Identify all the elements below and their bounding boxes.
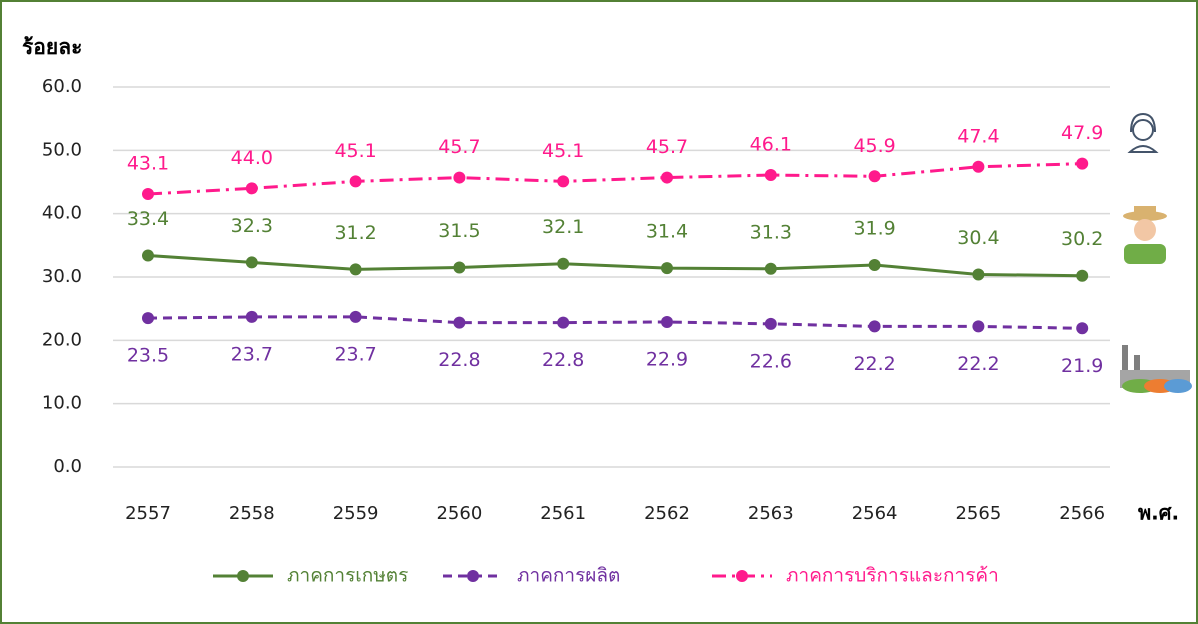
x-tick-label: 2559 — [333, 503, 379, 524]
icon-factory — [1120, 345, 1192, 393]
data-label: 31.4 — [646, 221, 688, 243]
data-label: 46.1 — [750, 134, 792, 156]
point — [1076, 157, 1089, 170]
point — [661, 262, 673, 275]
data-label: 22.8 — [542, 349, 584, 371]
y-tick-label: 30.0 — [42, 266, 82, 287]
point — [557, 316, 570, 329]
y-tick-label: 50.0 — [42, 139, 82, 160]
point — [142, 249, 154, 262]
y-tick-label: 20.0 — [42, 329, 82, 350]
legend-label: ภาคการผลิต — [517, 565, 620, 587]
x-tick-label: 2557 — [125, 503, 171, 524]
data-label: 23.7 — [334, 343, 376, 365]
x-tick-label: 2562 — [644, 503, 690, 524]
point — [868, 170, 881, 183]
x-tick-label: 2564 — [852, 503, 898, 524]
y-tick-label: 0.0 — [53, 456, 82, 477]
data-label: 47.4 — [957, 125, 999, 147]
point — [661, 171, 673, 184]
data-label: 23.5 — [127, 345, 169, 367]
x-tick-label: 2561 — [540, 503, 586, 524]
point — [1076, 269, 1089, 282]
data-label: 22.6 — [750, 350, 792, 372]
series-line — [147, 162, 1083, 196]
point — [557, 257, 570, 270]
data-label: 44.0 — [231, 147, 273, 169]
x-tick-label: 2563 — [748, 503, 794, 524]
legend-marker — [237, 570, 249, 582]
point — [661, 315, 673, 328]
data-label: 43.1 — [127, 153, 169, 175]
y-tick-label: 40.0 — [42, 203, 82, 224]
point — [349, 175, 362, 188]
point — [972, 160, 985, 173]
point — [142, 312, 154, 325]
point — [453, 171, 466, 184]
legend-label: ภาคการบริการและการค้า — [786, 565, 999, 587]
point — [245, 310, 258, 323]
data-label: 30.2 — [1061, 228, 1103, 250]
point — [764, 317, 777, 330]
point — [972, 268, 985, 281]
data-label: 22.9 — [646, 348, 688, 370]
data-label: 23.7 — [231, 343, 273, 365]
data-label: 45.1 — [334, 140, 376, 162]
legend-marker — [736, 570, 748, 582]
point — [972, 320, 985, 333]
data-label: 32.1 — [542, 216, 584, 238]
point — [349, 310, 362, 323]
icon-farmer — [1123, 206, 1167, 264]
point — [349, 263, 362, 276]
icon-service — [1127, 112, 1159, 153]
point — [764, 262, 777, 275]
data-label: 31.2 — [334, 222, 376, 244]
y-axis-title: ร้อยละ — [22, 35, 82, 59]
data-label: 21.9 — [1061, 355, 1103, 377]
y-tick-label: 60.0 — [42, 76, 82, 97]
series-line — [147, 253, 1083, 278]
point — [557, 175, 570, 188]
data-label: 45.1 — [542, 140, 584, 162]
point — [764, 169, 777, 182]
x-axis-title: พ.ศ. — [1138, 501, 1179, 525]
data-label: 31.9 — [853, 217, 895, 239]
series-line — [147, 315, 1083, 330]
data-label: 33.4 — [127, 208, 169, 230]
point — [868, 258, 881, 271]
point — [453, 261, 466, 274]
x-tick-label: 2565 — [955, 503, 1001, 524]
point — [142, 188, 154, 201]
point — [245, 182, 258, 195]
x-tick-label: 2558 — [229, 503, 275, 524]
x-tick-label: 2566 — [1059, 503, 1105, 524]
point — [868, 320, 881, 333]
data-label: 22.2 — [853, 353, 895, 375]
legend-marker — [467, 570, 479, 582]
data-label: 45.7 — [646, 136, 688, 158]
data-label: 30.4 — [957, 227, 999, 249]
data-label: 45.9 — [853, 135, 895, 157]
y-tick-label: 10.0 — [42, 393, 82, 414]
data-label: 22.8 — [438, 349, 480, 371]
legend-label: ภาคการเกษตร — [287, 565, 408, 587]
data-label: 22.2 — [957, 353, 999, 375]
x-tick-label: 2560 — [436, 503, 482, 524]
data-label: 32.3 — [231, 215, 273, 237]
point — [245, 256, 258, 269]
data-label: 47.9 — [1061, 122, 1103, 144]
point — [1076, 322, 1089, 335]
data-label: 31.5 — [438, 220, 480, 242]
data-label: 45.7 — [438, 136, 480, 158]
point — [453, 316, 466, 329]
data-label: 31.3 — [750, 221, 792, 243]
